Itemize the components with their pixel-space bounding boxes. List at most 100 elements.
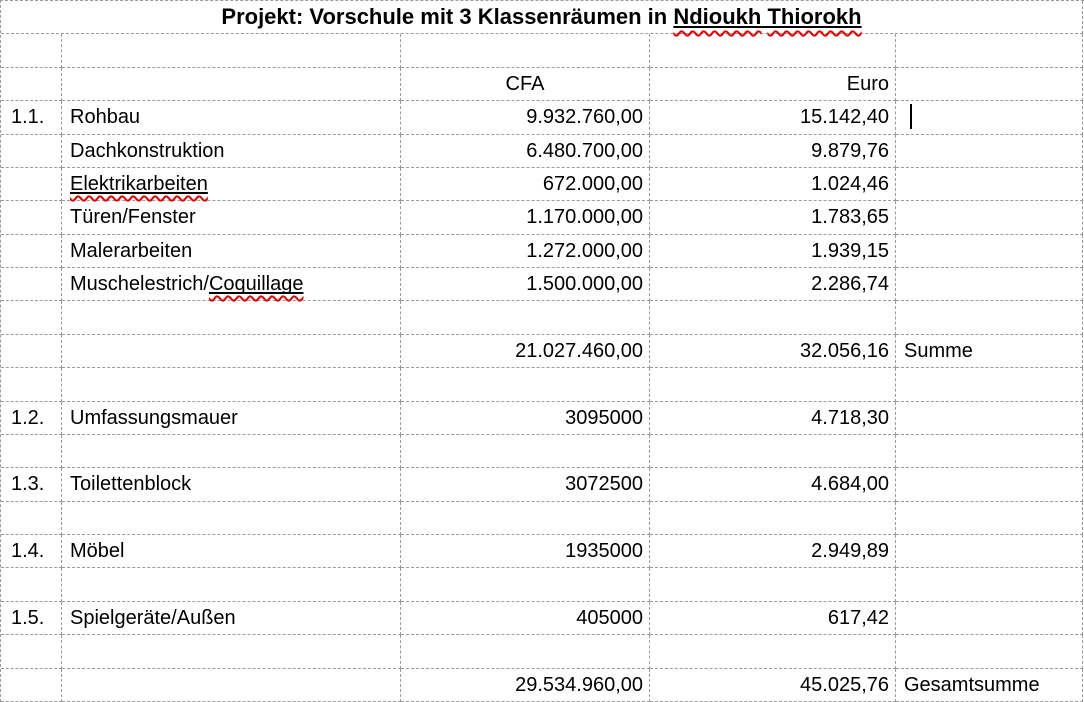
cfa-value-cell[interactable] bbox=[401, 568, 650, 602]
cfa-value-cell[interactable] bbox=[401, 434, 650, 469]
row-number-cell[interactable] bbox=[1, 568, 62, 602]
row-number-cell[interactable] bbox=[1, 668, 62, 702]
cfa-value-cell[interactable] bbox=[401, 301, 650, 335]
note-cell[interactable] bbox=[896, 601, 1083, 636]
cfa-value-cell[interactable]: 405000 bbox=[401, 601, 650, 636]
row-number-cell[interactable] bbox=[1, 268, 62, 302]
note-cell[interactable] bbox=[896, 401, 1083, 435]
document-title-cell[interactable]: Projekt: Vorschule mit 3 Klassenräumen i… bbox=[1, 1, 1083, 35]
cfa-value-cell[interactable]: 1.500.000,00 bbox=[401, 268, 650, 302]
note-cell[interactable] bbox=[896, 134, 1083, 168]
item-label-cell[interactable]: Umfassungsmauer bbox=[62, 401, 401, 435]
item-label-cell[interactable]: Möbel bbox=[62, 535, 401, 569]
item-label-cell[interactable] bbox=[62, 501, 401, 536]
cfa-value-cell[interactable] bbox=[401, 635, 650, 669]
row-number-cell[interactable]: 1.1. bbox=[1, 101, 62, 135]
note-cell[interactable] bbox=[896, 167, 1083, 202]
row-number-cell[interactable] bbox=[1, 334, 62, 369]
item-label-cell[interactable]: Muschelestrich/Coquillage bbox=[62, 268, 401, 302]
item-label-cell[interactable] bbox=[62, 635, 401, 669]
row-number-cell[interactable]: 1.3. bbox=[1, 468, 62, 502]
cfa-value-cell[interactable] bbox=[401, 501, 650, 536]
cfa-value-cell[interactable]: 1935000 bbox=[401, 535, 650, 569]
cfa-value-cell[interactable]: 6.480.700,00 bbox=[401, 134, 650, 168]
item-label-cell[interactable] bbox=[62, 301, 401, 335]
euro-value-cell[interactable]: 15.142,40 bbox=[650, 101, 896, 135]
cfa-value-cell[interactable]: 3095000 bbox=[401, 401, 650, 435]
euro-value-cell[interactable]: 1.783,65 bbox=[650, 201, 896, 235]
item-label-cell[interactable] bbox=[62, 67, 401, 102]
row-number-cell[interactable] bbox=[1, 34, 62, 68]
row-number-cell[interactable] bbox=[1, 301, 62, 335]
cfa-grand-total-cell[interactable]: 29.534.960,00 bbox=[401, 668, 650, 702]
item-label-cell[interactable] bbox=[62, 334, 401, 369]
row-number-cell[interactable] bbox=[1, 134, 62, 168]
row-number-cell[interactable] bbox=[1, 201, 62, 235]
cfa-value-cell[interactable]: 1.272.000,00 bbox=[401, 234, 650, 269]
euro-value-cell[interactable] bbox=[650, 501, 896, 536]
euro-value-cell[interactable] bbox=[650, 34, 896, 68]
euro-value-cell[interactable] bbox=[650, 368, 896, 402]
cfa-value-cell[interactable]: 9.932.760,00 bbox=[401, 101, 650, 135]
item-label-cell[interactable] bbox=[62, 568, 401, 602]
euro-value-cell[interactable] bbox=[650, 301, 896, 335]
note-cell[interactable] bbox=[896, 434, 1083, 469]
note-cell[interactable] bbox=[896, 101, 1083, 135]
sum-label-cell[interactable]: Summe bbox=[896, 334, 1083, 369]
row-number-cell[interactable] bbox=[1, 234, 62, 269]
note-cell[interactable] bbox=[896, 368, 1083, 402]
cfa-value-cell[interactable] bbox=[401, 368, 650, 402]
note-cell[interactable] bbox=[896, 268, 1083, 302]
cfa-sum-cell[interactable]: 21.027.460,00 bbox=[401, 334, 650, 369]
item-label-cell[interactable]: Rohbau bbox=[62, 101, 401, 135]
cfa-value-cell[interactable]: 3072500 bbox=[401, 468, 650, 502]
row-number-cell[interactable] bbox=[1, 635, 62, 669]
euro-value-cell[interactable]: 1.024,46 bbox=[650, 167, 896, 202]
row-number-cell[interactable] bbox=[1, 501, 62, 536]
euro-sum-cell[interactable]: 32.056,16 bbox=[650, 334, 896, 369]
note-cell[interactable] bbox=[896, 635, 1083, 669]
header-cfa-cell[interactable]: CFA bbox=[401, 67, 650, 102]
item-label-cell[interactable]: Türen/Fenster bbox=[62, 201, 401, 235]
item-label-cell[interactable]: Malerarbeiten bbox=[62, 234, 401, 269]
euro-value-cell[interactable]: 1.939,15 bbox=[650, 234, 896, 269]
euro-value-cell[interactable] bbox=[650, 434, 896, 469]
euro-value-cell[interactable]: 9.879,76 bbox=[650, 134, 896, 168]
note-cell[interactable] bbox=[896, 34, 1083, 68]
item-label-cell[interactable]: Toilettenblock bbox=[62, 468, 401, 502]
note-cell[interactable] bbox=[896, 234, 1083, 269]
note-cell[interactable] bbox=[896, 568, 1083, 602]
cfa-value-cell[interactable]: 1.170.000,00 bbox=[401, 201, 650, 235]
note-cell[interactable] bbox=[896, 201, 1083, 235]
row-number-cell[interactable] bbox=[1, 368, 62, 402]
note-cell[interactable] bbox=[896, 301, 1083, 335]
cfa-value-cell[interactable] bbox=[401, 34, 650, 68]
item-label-cell[interactable] bbox=[62, 434, 401, 469]
row-number-cell[interactable]: 1.5. bbox=[1, 601, 62, 636]
euro-value-cell[interactable]: 4.718,30 bbox=[650, 401, 896, 435]
row-number-cell[interactable] bbox=[1, 167, 62, 202]
item-label-cell[interactable]: Spielgeräte/Außen bbox=[62, 601, 401, 636]
grand-total-label-cell[interactable]: Gesamtsumme bbox=[896, 668, 1083, 702]
euro-grand-total-cell[interactable]: 45.025,76 bbox=[650, 668, 896, 702]
row-number-cell[interactable]: 1.2. bbox=[1, 401, 62, 435]
note-cell[interactable] bbox=[896, 67, 1083, 102]
header-euro-cell[interactable]: Euro bbox=[650, 67, 896, 102]
euro-value-cell[interactable] bbox=[650, 635, 896, 669]
euro-value-cell[interactable]: 4.684,00 bbox=[650, 468, 896, 502]
note-cell[interactable] bbox=[896, 468, 1083, 502]
item-label-cell[interactable]: Dachkonstruktion bbox=[62, 134, 401, 168]
euro-value-cell[interactable]: 617,42 bbox=[650, 601, 896, 636]
item-label-cell[interactable]: Elektrikarbeiten bbox=[62, 167, 401, 202]
euro-value-cell[interactable]: 2.949,89 bbox=[650, 535, 896, 569]
item-label-cell[interactable] bbox=[62, 368, 401, 402]
row-number-cell[interactable]: 1.4. bbox=[1, 535, 62, 569]
item-label-cell[interactable] bbox=[62, 34, 401, 68]
euro-value-cell[interactable]: 2.286,74 bbox=[650, 268, 896, 302]
cfa-value-cell[interactable]: 672.000,00 bbox=[401, 167, 650, 202]
euro-value-cell[interactable] bbox=[650, 568, 896, 602]
row-number-cell[interactable] bbox=[1, 67, 62, 102]
note-cell[interactable] bbox=[896, 501, 1083, 536]
row-number-cell[interactable] bbox=[1, 434, 62, 469]
item-label-cell[interactable] bbox=[62, 668, 401, 702]
